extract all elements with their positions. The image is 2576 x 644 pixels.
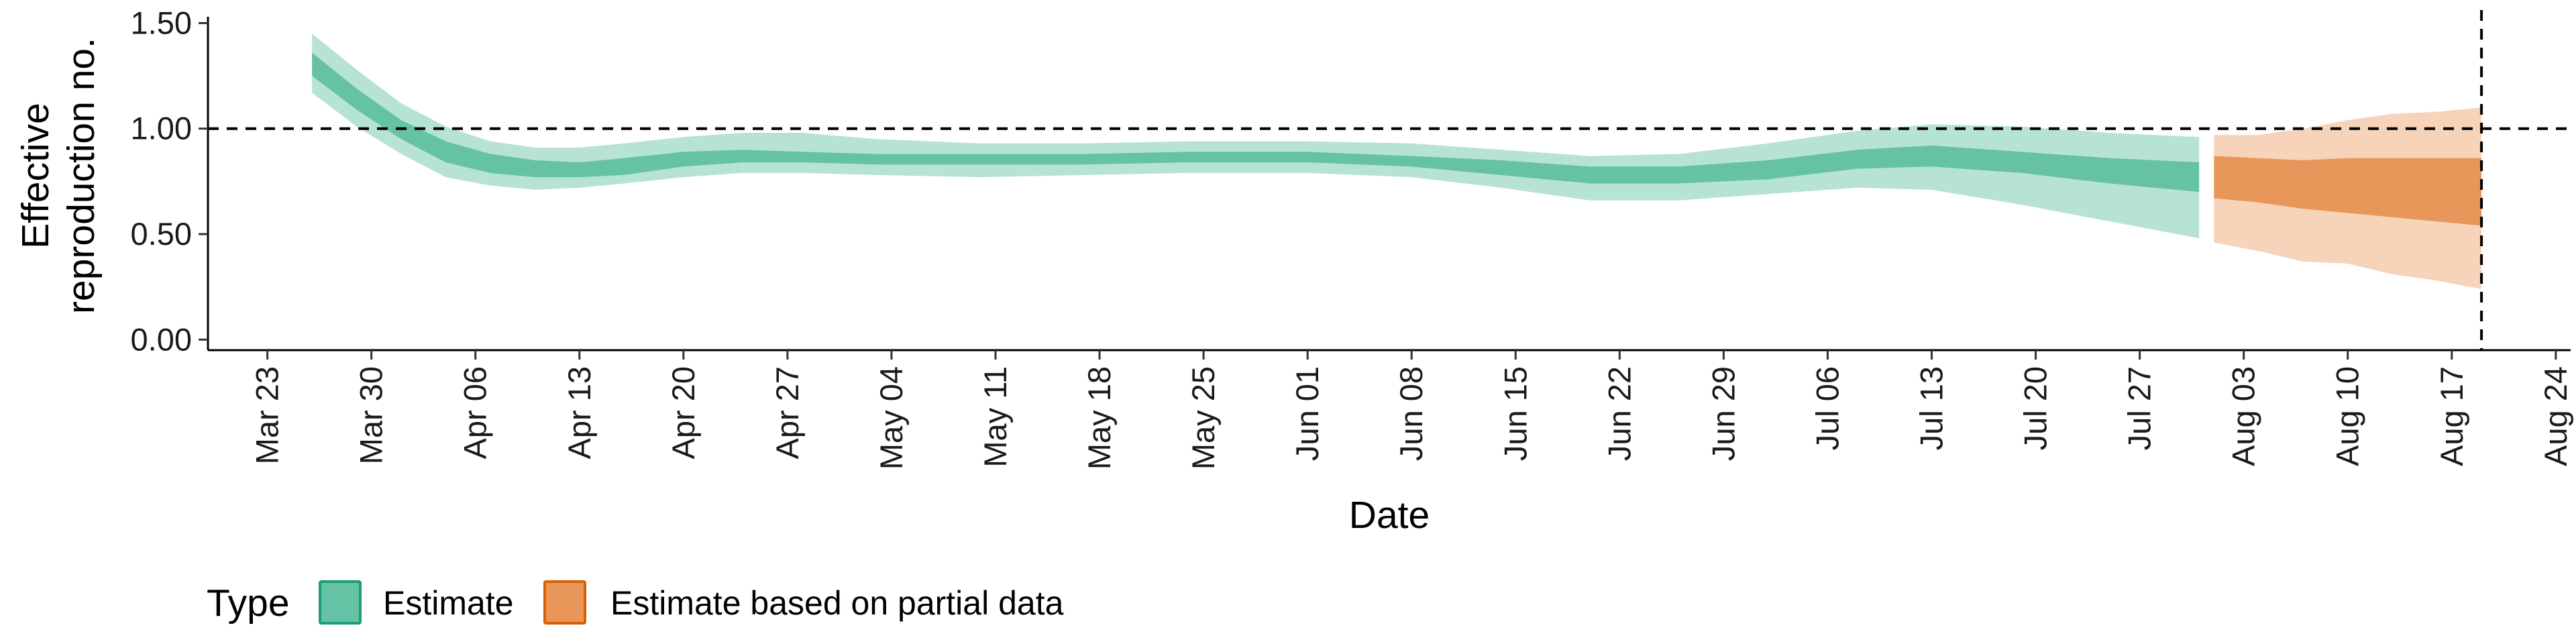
x-tick-label: Aug 03 [2226,366,2261,466]
x-tick-label: Jul 13 [1914,366,1949,450]
x-tick-label: Jun 22 [1601,366,1637,461]
reference-lines [208,10,2571,350]
x-tick-label: Jul 27 [2122,366,2157,450]
legend: Type Estimate Estimate based on partial … [207,580,1064,625]
x-tick-label: Apr 27 [769,366,805,459]
y-tick-label: 1.00 [131,111,192,146]
x-tick-label: Apr 06 [458,366,493,459]
band-50-estimate [312,52,2200,193]
legend-key-estimate [319,580,362,625]
y-axis-title-line-2: reproduction no. [60,38,103,314]
legend-title: Type [207,582,290,625]
y-tick-label: 1.50 [131,5,192,40]
x-tick-label: Apr 20 [665,366,701,459]
legend-label-partial-estimate: Estimate based on partial data [610,584,1064,622]
x-tick-label: Jun 15 [1497,366,1533,461]
x-tick-label: Jun 01 [1289,366,1325,461]
x-tick-label: Jul 20 [2018,366,2053,450]
x-tick-label: Aug 10 [2330,366,2365,466]
x-tick-label: May 18 [1081,366,1117,470]
x-tick-label: Jul 06 [1809,366,1845,450]
x-tick-label: Jun 29 [1705,366,1741,461]
x-tick-label: Jun 08 [1393,366,1429,461]
x-tick-label: Apr 13 [561,366,597,459]
legend-key-partial-estimate [543,580,586,625]
x-axis-title: Date [1349,494,1430,537]
x-tick-label: May 25 [1185,366,1221,470]
x-tick-label: Aug 24 [2538,366,2573,466]
y-tick-label: 0.50 [131,216,192,252]
x-tick-label: Mar 23 [250,366,285,464]
legend-label-estimate: Estimate [383,584,514,622]
y-axis-title-line-1: Effective [14,103,57,249]
band-50-partial-estimate [2214,156,2482,226]
y-axis-title: Effective reproduction no. [14,38,103,314]
band-layer [312,34,2482,289]
y-tick-label: 0.00 [131,321,192,357]
axes: 0.00 0.50 1.00 1.50 Mar 23 Mar 30 Apr 06 Apr 13… [131,5,2573,470]
x-tick-label: May 04 [873,366,909,470]
x-tick-label: May 11 [977,366,1013,468]
band-90-estimate [312,34,2200,239]
x-tick-label: Mar 30 [354,366,389,464]
x-tick-label: Aug 17 [2434,366,2469,466]
